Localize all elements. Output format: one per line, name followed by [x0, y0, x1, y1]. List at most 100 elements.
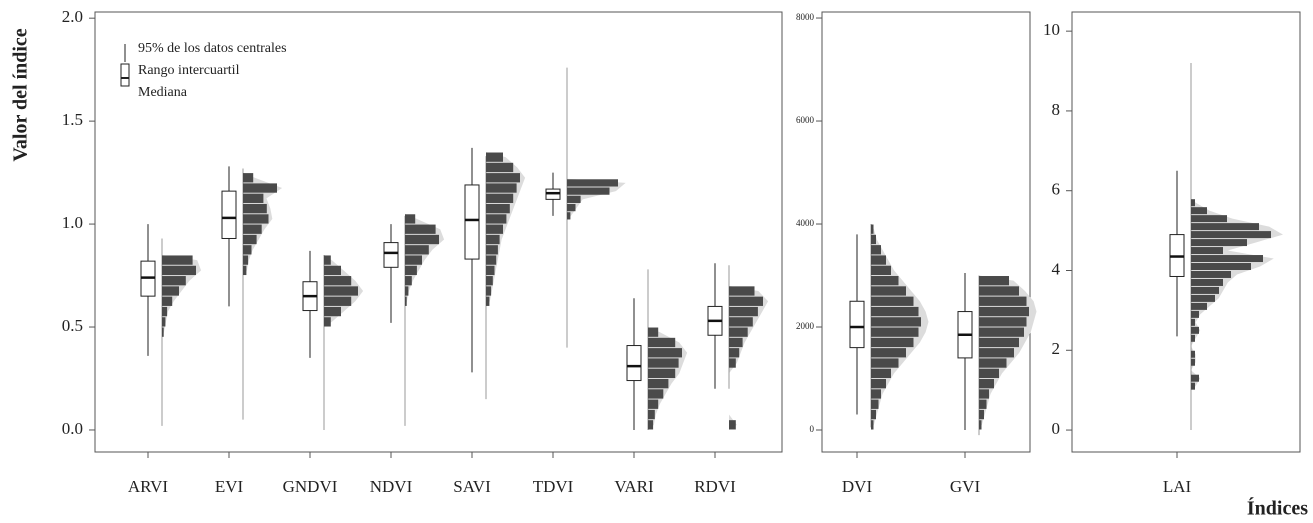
histogram-bar: [486, 173, 520, 183]
histogram-bar: [979, 286, 1019, 296]
box: [849, 300, 865, 349]
histogram-bar: [1191, 318, 1195, 326]
histogram-bar: [486, 245, 498, 255]
histogram-bar: [405, 234, 439, 245]
histogram-bar: [243, 234, 257, 245]
histogram-bar: [405, 224, 436, 234]
histogram-bar: [486, 286, 492, 296]
histogram-bar: [486, 224, 503, 234]
histogram-bar: [162, 286, 179, 296]
histogram-bar: [162, 306, 168, 317]
box: [626, 345, 642, 382]
histogram-bar: [486, 162, 514, 173]
histogram-bar: [162, 255, 193, 265]
box: [383, 242, 399, 268]
histogram-bar: [871, 348, 906, 358]
histogram-bar: [324, 296, 352, 306]
histogram-bar: [405, 276, 412, 286]
histogram-bar: [324, 317, 331, 327]
histogram-bar: [405, 265, 417, 276]
histogram-bar: [324, 255, 331, 265]
y-tick-label: 0: [1052, 419, 1061, 438]
histogram-bar: [162, 327, 164, 337]
y-tick-label: 2000: [796, 321, 815, 331]
legend-text: 95% de los datos centrales: [138, 41, 287, 56]
histogram-bar: [405, 214, 416, 224]
x-tick-label: LAI: [1163, 477, 1192, 496]
histogram-bar: [729, 337, 743, 348]
histogram-bar: [405, 245, 429, 255]
histogram-bar: [729, 317, 753, 327]
histogram-bar: [1191, 326, 1199, 334]
histogram-bar: [871, 245, 881, 255]
histogram-bar: [871, 409, 876, 420]
y-tick-label: 8: [1052, 100, 1061, 119]
histogram-bar: [567, 203, 576, 212]
x-tick-label: EVI: [215, 477, 244, 496]
legend-box: [120, 63, 130, 87]
histogram-bar: [1191, 334, 1195, 342]
histogram-bar: [1191, 286, 1219, 294]
histogram-bar: [871, 224, 874, 234]
histogram-bar: [486, 214, 507, 224]
histogram-bar: [243, 193, 264, 203]
y-tick-label: 4000: [796, 218, 815, 228]
histogram-bar: [871, 234, 876, 245]
histogram-bar: [729, 358, 736, 368]
histogram-bar: [324, 265, 341, 276]
histogram-bar: [979, 276, 1009, 286]
histogram-bar: [648, 389, 664, 399]
histogram-bar: [871, 296, 914, 306]
histogram-bar: [871, 389, 881, 399]
histogram-bar: [979, 306, 1029, 317]
y-tick-label: 10: [1043, 20, 1060, 39]
histogram-bar: [729, 420, 736, 430]
histogram-bar: [324, 276, 352, 286]
histogram-bar: [871, 276, 899, 286]
y-tick-label: 2: [1052, 339, 1061, 358]
histogram-bar: [1191, 215, 1227, 223]
histogram-bar: [729, 296, 763, 306]
histogram-bar: [405, 255, 422, 265]
histogram-bar: [486, 234, 500, 245]
histogram-bar: [648, 327, 659, 337]
histogram-bar: [1191, 294, 1215, 302]
y-tick-label: 0: [810, 424, 815, 434]
box: [221, 190, 237, 239]
histogram-bar: [648, 378, 669, 389]
histogram-bar: [405, 296, 407, 306]
histogram-bar: [1191, 270, 1231, 278]
histogram-bar: [243, 224, 262, 234]
y-tick-label: 2.0: [62, 7, 83, 26]
histogram-bar: [405, 286, 409, 296]
y-tick-label: 0.5: [62, 316, 83, 335]
legend-text: Rango intercuartil: [138, 63, 240, 78]
histogram-bar: [871, 379, 886, 389]
histogram-bar: [243, 203, 267, 214]
x-axis-label: Índices: [1247, 497, 1308, 520]
histogram-bar: [1191, 255, 1263, 263]
density: [871, 224, 929, 431]
histogram-bar: [979, 420, 982, 430]
histogram-bar: [243, 183, 277, 193]
histogram-bar: [243, 245, 252, 255]
y-tick-label: 6000: [796, 115, 815, 125]
histogram-bar: [871, 420, 874, 430]
histogram-bar: [243, 255, 249, 265]
box: [464, 184, 480, 260]
histogram-bar: [979, 348, 1014, 358]
density: [1191, 198, 1283, 391]
histogram-bar: [979, 317, 1027, 327]
histogram-bar: [486, 193, 514, 203]
histogram-bar: [1191, 350, 1195, 358]
histogram-bar: [729, 306, 758, 317]
x-tick-label: TDVI: [533, 477, 574, 496]
histogram-bar: [871, 399, 879, 409]
histogram-bar: [871, 327, 919, 337]
histogram-bar: [486, 276, 493, 286]
panel-frame: [94, 11, 783, 453]
x-tick-label: VARI: [614, 477, 654, 496]
histogram-bar: [486, 203, 510, 214]
y-axis-label: Valor del índice: [10, 28, 32, 161]
